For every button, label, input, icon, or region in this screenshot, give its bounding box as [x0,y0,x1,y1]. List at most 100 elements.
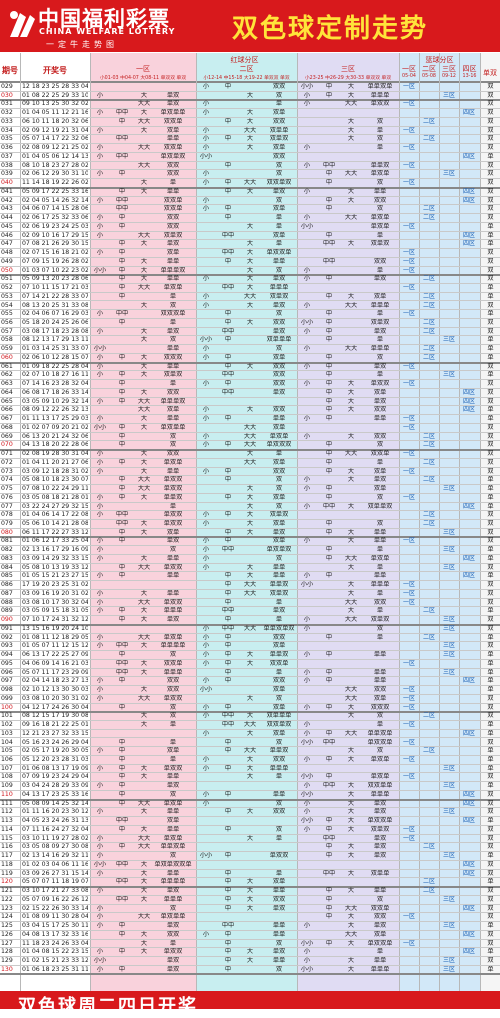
period-number: 123 [1,904,13,912]
size-mark: 中 [325,485,333,493]
size-mark: 中中 [115,109,129,117]
period-number: 039 [1,170,13,178]
row-divider [0,754,500,756]
draw-numbers: 01 03 07 10 22 23 02 [22,266,88,274]
size-mark: 中中 [115,860,129,868]
table-row: 121 03 10 17 21 27 33 08 小 大 单双 中 大 单单 中 大 单单 二区 双 [0,887,500,896]
row-divider [0,676,500,678]
period-number: 065 [1,397,13,405]
size-mark: 大 [246,318,254,326]
draw-numbers: 01 02 07 09 20 21 02 [22,423,88,431]
draw-numbers: 05 08 10 13 19 33 12 [22,563,88,571]
size-mark: 大 [246,275,254,283]
size-mark: 中 [224,589,232,597]
size-mark: 中中 [115,520,129,527]
size-mark: 大大 [243,589,257,597]
size-mark: 中 [118,930,126,938]
size-mark: 小 [96,310,104,318]
parity-mark: 单双 [166,965,180,973]
blue-zone-mark: 四区 [462,187,475,195]
blue-zone2-header: 二区 [422,65,436,73]
period-number: 114 [1,825,13,833]
blue-zone-mark: 四区 [462,388,475,396]
parity-mark: 单 [169,755,177,763]
size-mark: 小 [202,729,210,737]
parity-mark: 单单双 [269,651,289,659]
size-mark: 中 [118,677,126,685]
size-mark: 小 [96,362,104,370]
parity-mark: 双单单 [269,126,289,134]
blue-zone-mark: 一区 [402,222,415,230]
size-mark: 中 [224,493,232,501]
size-mark: 中 [224,257,232,265]
row-divider [0,615,500,617]
draw-numbers: 01 08 22 25 29 33 10 [22,91,88,99]
size-mark: 大 [347,712,355,720]
blue-zone-mark: 四区 [462,231,475,239]
size-mark: 小 [96,196,104,204]
parity-mark: 双单双 [370,240,390,248]
size-mark: 中 [325,633,333,641]
blue-zone-mark: 四区 [462,572,475,580]
parity-mark: 单双双 [370,100,390,108]
size-mark: 中 [325,817,333,825]
row-divider [0,518,500,520]
table-row: 047 07 08 21 26 29 30 15 中 大 单双 大 单 中中 大 双单双 四区 单 [0,240,500,250]
size-mark: 中 [325,292,333,300]
size-mark: 中中 [221,284,235,292]
size-mark: 中 [118,318,126,326]
size-mark: 大大 [344,686,358,694]
parity-mark: 双单 [373,930,387,938]
blue-parity-mark: 双 [487,196,494,204]
size-mark: 大大 [243,126,257,134]
parity-mark: 双单 [166,528,180,536]
size-mark: 大 [140,362,148,370]
grid-line [90,53,91,991]
draw-numbers: 01 04 06 14 17 22 08 [22,511,88,519]
parity-mark: 单双单 [163,633,183,641]
parity-mark: 双双单 [370,450,390,458]
blue-zone-mark: 二区 [422,520,435,527]
period-number: 130 [1,965,13,973]
parity-mark: 单双 [166,327,180,335]
draw-numbers: 07 09 19 23 24 29 04 [22,773,88,781]
row-divider [0,396,500,398]
blue-zone-mark: 一区 [402,467,415,475]
size-mark: 中 [224,205,232,213]
parity-mark: 双 [376,624,384,632]
blue-parity-mark: 双 [487,161,494,169]
row-divider [0,527,500,529]
draw-numbers: 02 08 19 28 30 31 04 [22,450,88,458]
blue-zone-mark: 一区 [402,598,415,606]
size-mark: 小小 [199,852,213,860]
parity-mark: 单双 [272,275,286,283]
blue-zone-mark: 一区 [402,694,415,702]
size-mark: 中 [118,493,126,501]
size-mark: 大 [246,511,254,519]
size-mark: 小 [202,755,210,763]
size-mark: 中 [325,318,333,326]
parity-mark: 单双单 [370,773,390,781]
period-number: 058 [1,336,13,344]
blue-parity-mark: 单 [487,240,494,248]
blue-parity-mark: 双 [487,100,494,108]
parity-mark: 单双双 [163,764,183,772]
table-row: 050 01 03 07 10 22 23 02 小小 中 大 单单单双 大 双 小 单 一区 双 [0,266,500,277]
period-number: 098 [1,686,13,694]
parity-mark: 单双 [166,957,180,964]
period-number: 126 [1,930,13,938]
blue-parity-mark: 单 [487,371,494,379]
size-mark: 小小 [300,939,314,947]
parity-mark: 双 [376,747,384,755]
size-mark: 小 [202,301,210,309]
parity-mark: 单单双 [370,161,390,169]
size-mark: 小 [303,415,311,423]
size-mark: 中 [325,528,333,536]
table-row: 123 02 15 22 26 30 33 14 小 双 中 大 单双 中 大大 双双单 四区 双 [0,905,500,914]
parity-mark: 单 [376,607,384,615]
table-row: 031 09 10 13 25 30 32 02 大大 单双 小 单 小 大大 单双双 一区 双 [0,100,500,110]
draw-numbers: 01 02 03 04 06 11 16 [22,860,88,868]
draw-numbers: 06 10 11 18 20 32 06 [22,117,88,125]
period-number: 124 [1,913,13,921]
size-mark: 大 [347,537,355,545]
